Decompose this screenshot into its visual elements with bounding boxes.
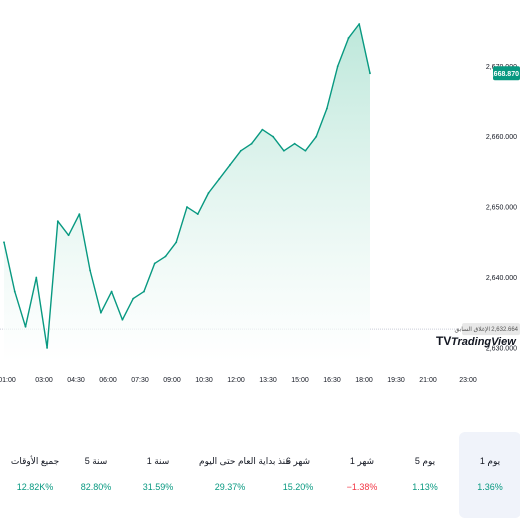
x-axis-tick-label: 09:00 (163, 377, 181, 384)
price-point (56, 220, 59, 223)
performance-change-value: 1.13% (412, 482, 438, 492)
y-axis-tick-label: 2,660.000 (486, 134, 517, 141)
x-axis-tick-label: 07:30 (131, 377, 149, 384)
price-point (293, 142, 296, 145)
performance-change-value: −1.38% (346, 482, 378, 492)
y-axis-tick-label: 2,640.000 (486, 275, 517, 282)
price-point (175, 241, 178, 244)
price-point (89, 269, 92, 272)
price-point (78, 213, 81, 216)
price-point (261, 128, 264, 131)
performance-tab[interactable]: 6 شهر 15.20% (267, 432, 329, 518)
x-axis-tick-label: 10:30 (195, 377, 213, 384)
performance-period-label: جميع الأوقات (10, 456, 60, 466)
performance-period-label: 1 يوم (479, 456, 501, 466)
chart-svg[interactable]: 2,670.0002,660.0002,650.0002,640.0002,63… (0, 0, 520, 390)
x-axis-tick-label: 13:30 (259, 377, 277, 384)
price-point (3, 241, 5, 244)
x-axis-tick-label: 18:00 (355, 377, 373, 384)
price-point (46, 347, 48, 349)
tradingview-logo-text: TradingView (451, 336, 517, 348)
price-point (282, 149, 285, 152)
price-point (315, 135, 318, 138)
x-axis-tick-label: 06:00 (99, 377, 117, 384)
performance-change-value: 1.36% (477, 482, 503, 492)
performance-change-value: 12.82K% (16, 482, 54, 492)
tradingview-logo-mark: TV (436, 334, 451, 348)
prev-close-value: 2,632.664 (491, 327, 518, 333)
price-point (186, 206, 188, 208)
prev-close-badge-bg (462, 323, 520, 336)
price-chart[interactable]: 2,670.0002,660.0002,650.0002,640.0002,63… (0, 0, 520, 390)
current-price-badge: 2,668.870 (488, 66, 520, 81)
performance-change-value: 29.37% (214, 482, 246, 492)
price-point (207, 192, 210, 194)
performance-period-label: 5 سنة (84, 456, 108, 466)
performance-period-label: 1 سنة (146, 456, 170, 466)
price-point (239, 149, 242, 152)
price-point (326, 107, 328, 110)
performance-tab[interactable]: جميع الأوقات 12.82K% (4, 432, 66, 518)
price-point (35, 276, 38, 279)
prev-close-label: الإغلاق السابق (455, 326, 491, 333)
performance-tab[interactable]: 5 يوم 1.13% (394, 432, 456, 518)
x-axis-tick-label: 16:30 (323, 377, 341, 384)
x-axis-tick-label: 21:00 (419, 377, 437, 384)
prev-close-badge: الإغلاق السابق 2,632.664 (455, 323, 520, 336)
performance-tab[interactable]: 5 سنة 82.80% (65, 432, 127, 518)
x-axis-tick-label: 19:30 (387, 377, 405, 384)
current-price-value: 2,668.870 (488, 71, 519, 78)
price-point (132, 297, 135, 300)
price-point (358, 23, 361, 25)
price-point (153, 262, 156, 265)
price-point (336, 65, 339, 68)
price-point (369, 72, 371, 75)
performance-period-label: منذ بداية العام حتى اليوم (199, 456, 291, 466)
performance-period-label: 5 يوم (414, 456, 436, 466)
tradingview-logo[interactable]: TV TradingView (436, 334, 517, 348)
price-point (164, 255, 167, 258)
x-axis-tick-label: 15:00 (291, 377, 309, 384)
performance-change-value: 82.80% (80, 482, 112, 492)
price-point (347, 37, 350, 39)
price-point (196, 213, 199, 216)
price-point (24, 325, 27, 328)
y-axis-tick-label: 2,630.000 (486, 345, 517, 352)
x-axis-tick-label: 12:00 (227, 377, 245, 384)
y-axis-tick-label: 2,650.000 (486, 205, 517, 212)
price-point (218, 178, 221, 180)
price-area-fill (4, 24, 370, 362)
performance-tab[interactable]: منذ بداية العام حتى اليوم 29.37% (199, 432, 291, 518)
x-axis-tick-label: 01:00 (0, 377, 16, 384)
price-point (250, 142, 253, 145)
performance-period-label: 1 شهر (349, 456, 375, 466)
current-price-badge-bg (493, 66, 520, 81)
performance-tab[interactable]: 1 يوم 1.36% (459, 432, 520, 518)
x-axis-tick-label: 23:00 (459, 377, 477, 384)
price-point (229, 163, 231, 166)
price-point (99, 311, 102, 314)
performance-change-value: 15.20% (282, 482, 314, 492)
performance-bar: 1 يوم 1.36% 5 يوم 1.13% 1 شهر −1.38% 6 شهر 15.2… (0, 430, 520, 520)
price-point (304, 149, 307, 152)
price-point (121, 318, 124, 321)
price-point (13, 290, 16, 293)
x-axis-tick-label: 03:00 (35, 377, 53, 384)
x-axis-tick-label: 04:30 (67, 377, 85, 384)
price-point (110, 290, 113, 293)
price-point (143, 290, 145, 293)
price-point (272, 135, 275, 138)
performance-period-label: 6 شهر (285, 456, 311, 466)
price-point (67, 234, 70, 237)
performance-change-value: 31.59% (142, 482, 174, 492)
performance-tab[interactable]: 1 سنة 31.59% (127, 432, 189, 518)
performance-tab[interactable]: 1 شهر −1.38% (331, 432, 393, 518)
